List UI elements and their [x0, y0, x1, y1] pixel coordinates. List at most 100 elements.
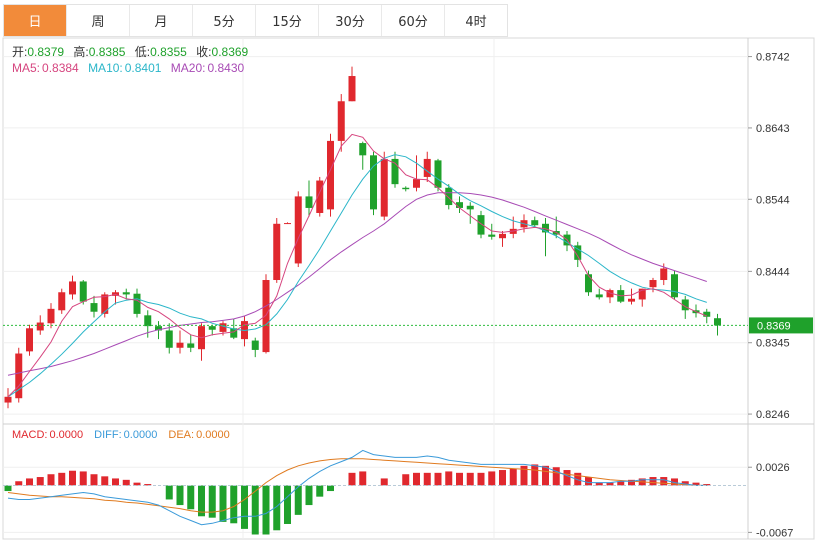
candle [456, 196, 463, 213]
timeframe-tabs: 日 周 月 5分 15分 30分 60分 4时 [3, 4, 508, 37]
macd-bar [47, 474, 55, 486]
candle [595, 288, 603, 300]
candle-body [208, 326, 216, 330]
candle [542, 218, 549, 257]
macd-bar [660, 477, 668, 486]
tab-month[interactable]: 月 [130, 5, 193, 36]
tab-30min[interactable]: 30分 [319, 5, 382, 36]
macd-bar [509, 468, 517, 486]
macd-bar [294, 485, 302, 515]
macd-bar [133, 482, 141, 486]
ma10-line [7, 154, 707, 398]
candle-body [90, 303, 98, 312]
macd-info: MACD: 0.0000 DIFF: 0.0000 DEA: 0.0000 [12, 429, 230, 441]
candle-body [251, 340, 259, 350]
macd-bar [531, 464, 539, 486]
macd-bar [316, 485, 324, 497]
price-tick-label: 0.8742 [756, 52, 790, 64]
dea-value: 0.0000 [196, 429, 230, 441]
candle-body [638, 288, 646, 300]
candle-body [262, 280, 270, 353]
candle-body [649, 280, 657, 288]
candle-body [531, 220, 539, 226]
candle-body [671, 274, 678, 298]
candle [380, 151, 388, 221]
candle [714, 313, 721, 336]
candle-body [155, 326, 162, 331]
macd-histogram [4, 464, 711, 535]
price-tick-label: 0.8643 [756, 123, 790, 135]
candle [402, 186, 410, 192]
tab-week[interactable]: 周 [67, 5, 130, 36]
macd-bar [434, 472, 442, 486]
diff-label: DIFF: [94, 429, 122, 441]
macd-tick-label: -0.0067 [756, 527, 793, 539]
diff-line [7, 449, 707, 526]
candle [58, 288, 66, 314]
candle [466, 202, 474, 224]
macd-bar [413, 472, 420, 486]
low-label: 低: [135, 45, 150, 59]
macd-bar [542, 465, 549, 486]
candle [284, 222, 291, 225]
candle-body [423, 158, 431, 177]
macd-bar [112, 478, 119, 486]
macd-bar [380, 478, 388, 486]
macd-bar [574, 472, 582, 486]
candle-body [348, 76, 356, 102]
macd-bar [456, 472, 463, 486]
macd-value: 0.0000 [49, 429, 83, 441]
candle-body [305, 196, 313, 208]
price-tick-label: 0.8246 [756, 409, 790, 421]
candle [273, 218, 281, 283]
candle-body [477, 215, 485, 235]
tab-4hour[interactable]: 4时 [465, 15, 487, 30]
candle [133, 288, 141, 318]
ma5-line [7, 133, 707, 398]
macd-bar [466, 472, 474, 486]
candle [208, 324, 216, 336]
candle-body [574, 245, 582, 260]
macd-bar [79, 471, 87, 486]
close-label: 收: [196, 45, 211, 59]
macd-bar [26, 478, 33, 486]
candle-body [499, 233, 506, 239]
candle [294, 191, 302, 268]
macd-bar [219, 485, 227, 522]
candle [606, 288, 614, 304]
candle [251, 337, 259, 358]
macd-bar [208, 485, 216, 518]
ma20-value: 0.8430 [207, 61, 244, 75]
macd-bar [198, 485, 205, 517]
macd-bar [230, 485, 238, 524]
ma-info: MA5: 0.8384 MA10: 0.8401 MA20: 0.8430 [12, 61, 245, 75]
candle-body [176, 342, 184, 348]
macd-bar [649, 477, 657, 486]
high-value: 0.8385 [89, 45, 126, 59]
tab-15min[interactable]: 15分 [256, 5, 319, 36]
tab-60min[interactable]: 60分 [382, 5, 445, 36]
macd-bar [445, 471, 453, 486]
candle [391, 151, 399, 188]
grid-lines [3, 38, 748, 539]
macd-bar [144, 484, 152, 486]
candle [241, 316, 248, 347]
candle-body [402, 187, 410, 190]
macd-bar [628, 479, 635, 486]
chart-frame [2, 37, 815, 540]
macd-bar [273, 485, 281, 531]
ma20-line [7, 192, 707, 376]
candle-body [370, 155, 377, 210]
candle [585, 270, 592, 296]
candle [434, 158, 442, 192]
macd-bar [488, 471, 496, 486]
tab-day[interactable]: 日 [4, 5, 67, 36]
macd-tick-label: 0.0026 [756, 462, 790, 474]
tab-5min[interactable]: 5分 [193, 5, 256, 36]
candle [649, 277, 657, 293]
candle-body [4, 396, 12, 403]
macd-axis: 0.0026 -0.0067 [3, 462, 793, 539]
candle-body [187, 343, 195, 348]
candle-body [327, 140, 334, 210]
